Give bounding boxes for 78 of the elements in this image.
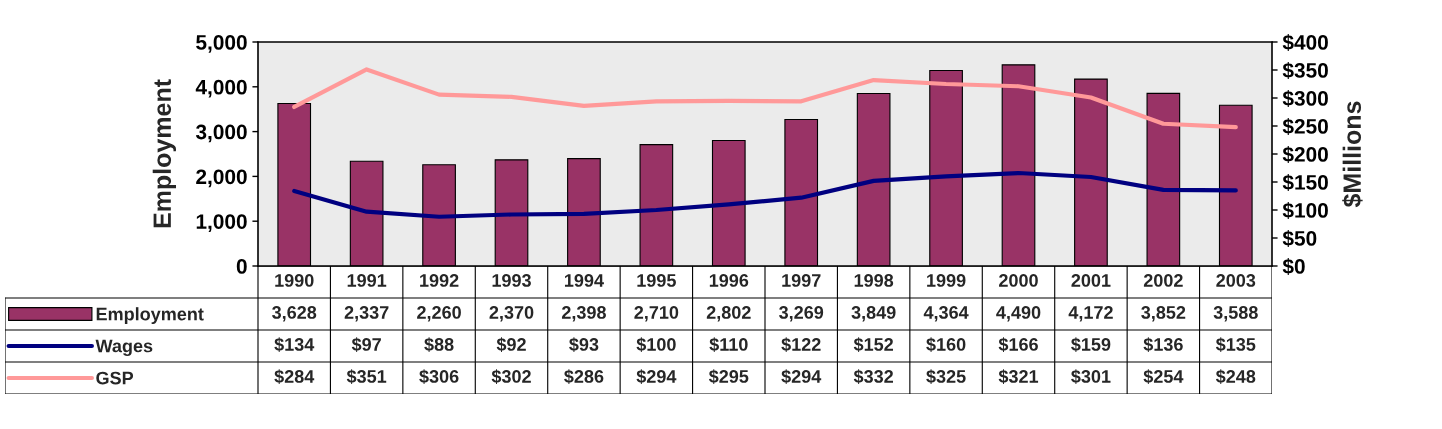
x-tick-label: 1994 [564, 274, 604, 287]
y-tick-label: 4,000 [195, 79, 247, 98]
data-label: $100 [636, 337, 676, 353]
data-label: $160 [926, 337, 966, 353]
y2-tick-label: $200 [1282, 146, 1328, 164]
data-label: $295 [708, 369, 749, 385]
data-label: $294 [781, 369, 822, 385]
data-label: 2,398 [561, 306, 606, 322]
data-label: $325 [926, 369, 966, 385]
x-tick-label: 1998 [854, 274, 894, 287]
y-axis-title: Employment [152, 79, 177, 228]
y2-tick-label: $250 [1282, 118, 1328, 136]
data-label: $321 [998, 369, 1039, 385]
data-label: $92 [496, 337, 526, 353]
y-tick-label: 1,000 [196, 214, 247, 232]
y2-axis-title: $Millions [1342, 101, 1363, 208]
data-label: $286 [564, 369, 604, 385]
data-label: $284 [274, 369, 315, 385]
x-tick-label: 1993 [492, 274, 531, 287]
data-label: $122 [781, 337, 821, 353]
data-label: $135 [1215, 337, 1256, 353]
x-tick-label: 1992 [420, 274, 459, 287]
data-label: 2,370 [489, 306, 534, 322]
data-label: 3,269 [779, 306, 824, 322]
data-label: $159 [1071, 337, 1111, 353]
data-label: $93 [569, 337, 599, 353]
y2-tick-label: $100 [1282, 202, 1328, 220]
y2-tick-label: $50 [1282, 230, 1317, 248]
y-tick-label: 2,000 [196, 169, 247, 188]
data-label: 3,628 [272, 306, 317, 322]
y2-tick-label: $400 [1282, 34, 1328, 52]
data-label: 4,364 [923, 306, 969, 322]
data-label: $110 [709, 337, 748, 353]
data-label: 3,849 [851, 306, 896, 322]
y2-tick-label: $300 [1282, 90, 1328, 108]
data-label: $306 [419, 369, 459, 385]
x-tick-label: 2003 [1216, 274, 1256, 287]
data-label: 2,710 [634, 306, 679, 322]
data-label: 2,802 [706, 306, 751, 322]
x-tick-label: 1996 [709, 274, 749, 287]
x-tick-label: 1990 [275, 274, 314, 287]
y-tick-label: 3,000 [195, 124, 247, 143]
data-label: 2,337 [344, 306, 389, 322]
data-label: $88 [424, 337, 454, 353]
data-label: $248 [1215, 369, 1256, 385]
x-tick-label: 1991 [347, 274, 387, 287]
x-tick-label: 1995 [637, 274, 676, 287]
data-label: $254 [1143, 369, 1184, 385]
data-label: $294 [636, 369, 677, 385]
data-label: $166 [998, 337, 1038, 353]
y2-tick-label: $0 [1282, 258, 1305, 276]
data-label: 3,852 [1141, 306, 1186, 322]
line-series [292, 170, 1238, 219]
data-label: 4,172 [1068, 306, 1113, 322]
y2-tick-label: $150 [1282, 174, 1328, 192]
y-tick-label: 0 [236, 259, 247, 274]
data-label: $134 [274, 337, 315, 353]
data-label: $332 [853, 369, 893, 385]
line-series [292, 67, 1238, 130]
legend-label: Wages [95, 339, 153, 357]
data-label: 4,490 [996, 306, 1041, 322]
x-tick-label: 2001 [1071, 274, 1111, 287]
data-label: $97 [351, 337, 381, 353]
legend-label: Employment [96, 307, 204, 325]
data-label: $301 [1071, 369, 1111, 385]
x-tick-label: 2000 [999, 274, 1038, 287]
data-label: $302 [491, 369, 531, 385]
data-label: $351 [346, 369, 387, 385]
y-tick-label: 5,000 [196, 35, 247, 53]
x-tick-label: 1997 [782, 274, 821, 287]
legend-label: GSP [96, 371, 134, 385]
x-tick-label: 1999 [927, 274, 966, 287]
data-label: $136 [1143, 337, 1183, 353]
data-label: $152 [853, 337, 893, 353]
data-label: 2,260 [417, 306, 461, 322]
y2-tick-label: $350 [1282, 62, 1328, 80]
data-label: 3,588 [1213, 306, 1258, 322]
x-tick-label: 2002 [1143, 274, 1183, 287]
